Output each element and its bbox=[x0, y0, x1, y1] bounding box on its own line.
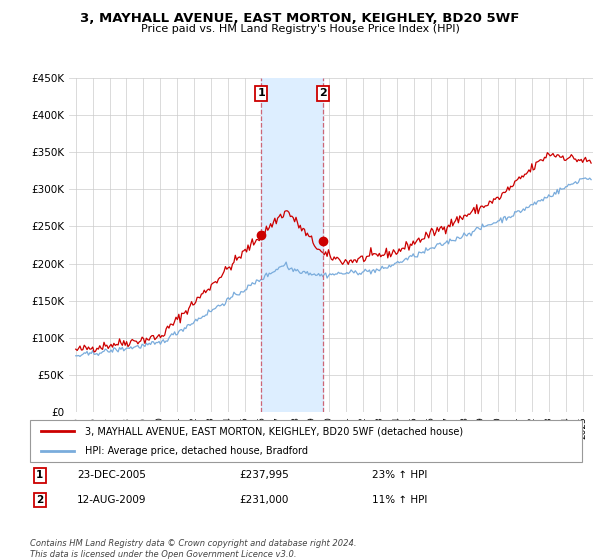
Text: 11% ↑ HPI: 11% ↑ HPI bbox=[372, 495, 428, 505]
Text: 3, MAYHALL AVENUE, EAST MORTON, KEIGHLEY, BD20 5WF (detached house): 3, MAYHALL AVENUE, EAST MORTON, KEIGHLEY… bbox=[85, 426, 463, 436]
Text: Contains HM Land Registry data © Crown copyright and database right 2024.
This d: Contains HM Land Registry data © Crown c… bbox=[30, 539, 356, 559]
Text: Price paid vs. HM Land Registry's House Price Index (HPI): Price paid vs. HM Land Registry's House … bbox=[140, 24, 460, 34]
Text: HPI: Average price, detached house, Bradford: HPI: Average price, detached house, Brad… bbox=[85, 446, 308, 456]
Text: 23-DEC-2005: 23-DEC-2005 bbox=[77, 470, 146, 480]
Text: 1: 1 bbox=[257, 88, 265, 99]
Text: 12-AUG-2009: 12-AUG-2009 bbox=[77, 495, 146, 505]
Bar bbox=[261, 78, 323, 412]
Text: 1: 1 bbox=[37, 470, 44, 480]
Text: 23% ↑ HPI: 23% ↑ HPI bbox=[372, 470, 428, 480]
Text: 3, MAYHALL AVENUE, EAST MORTON, KEIGHLEY, BD20 5WF: 3, MAYHALL AVENUE, EAST MORTON, KEIGHLEY… bbox=[80, 12, 520, 25]
Text: £237,995: £237,995 bbox=[240, 470, 290, 480]
Text: £231,000: £231,000 bbox=[240, 495, 289, 505]
Text: 2: 2 bbox=[319, 88, 326, 99]
Text: 2: 2 bbox=[37, 495, 44, 505]
FancyBboxPatch shape bbox=[30, 420, 582, 462]
